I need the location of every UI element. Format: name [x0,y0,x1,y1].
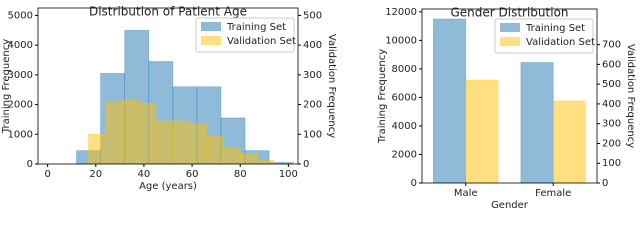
legend-label: Validation Set [227,36,296,47]
bar [239,153,258,165]
y-tick-label: 4000 [392,121,417,132]
y-tick-label: 0 [27,159,33,170]
y-tick-label: 0 [411,178,417,189]
y2-axis-label: Validation Frequency [326,34,337,138]
x-tick-label: 80 [234,169,247,180]
legend-label: Validation Set [526,37,595,48]
legend-label: Training Set [226,22,286,33]
y2-axis-label: Validation Frequency [625,44,636,148]
bar [121,99,140,165]
y-tick-label: 5000 [8,10,33,21]
y-tick-label: 3000 [8,70,33,81]
plot-frame [37,7,299,165]
bar [256,160,275,165]
y-tick-label: 2000 [8,100,33,111]
y2-tick-label: 400 [602,99,621,110]
legend-swatch [201,36,221,45]
plot-frame [421,8,598,184]
bar [520,62,554,184]
y2-tick-label: 0 [303,159,309,170]
bar [432,18,467,184]
figure: 0 20 40 60 80 1000100020003000400050000100200… [1,5,636,212]
y2-tick-label: 100 [602,158,621,169]
y2-tick-label: 0 [602,178,608,189]
x-tick-label: 40 [138,169,151,180]
bar [189,123,207,165]
legend-swatch [500,23,520,32]
x-tick-label: 20 [89,169,102,180]
legend-swatch [500,37,520,46]
y2-tick-label: 300 [303,70,322,81]
legend-label: Training Set [525,23,585,34]
x-tick-label: 0 [44,169,50,180]
bar [88,133,106,165]
y2-tick-label: 700 [602,40,621,51]
y2-tick-label: 200 [303,100,322,111]
y2-tick-label: 500 [303,10,322,21]
bar [172,120,191,165]
y2-tick-label: 600 [602,59,621,70]
x-axis-label: Age (years) [139,181,197,192]
bar [222,147,241,165]
y-tick-label: 1000 [8,129,33,140]
legend-swatch [201,22,221,31]
chart: Male Female 0 2000 4000 6000 8000 10000 12000 0 10… [377,6,636,212]
x-axis-label: Gender [491,200,529,211]
y-tick-label: 10000 [385,35,417,46]
chart-title: Distribution of Patient Age [89,5,247,19]
y2-tick-label: 500 [602,79,621,90]
y-tick-label: 4000 [8,40,33,51]
y2-tick-label: 400 [303,40,322,51]
page: {"chart_data": [ {"type": "histogram", "… [1,4,636,212]
chart: 0 20 40 60 80 1000100020003000400050000100200… [1,5,337,193]
x-tick-label: Male [454,188,478,199]
y-tick-label: 2000 [392,149,417,160]
y2-tick-label: 100 [303,129,322,140]
y-tick-label: 8000 [392,64,417,75]
bar [155,120,174,165]
chart-title: Gender Distribution [450,6,568,20]
y-tick-label: 12000 [385,7,417,18]
y-axis-label: Training Frequency [1,39,12,134]
bar [206,135,224,165]
bar [552,100,587,184]
x-tick-label: 60 [186,169,199,180]
x-tick-label: Female [535,188,571,199]
y-axis-label: Training Frequency [377,49,388,144]
bar [138,102,157,165]
bar [105,101,123,165]
bar [465,79,499,184]
y-tick-label: 6000 [392,92,417,103]
y2-tick-label: 200 [602,138,621,149]
x-tick-label: 100 [279,169,298,180]
y2-tick-label: 300 [602,119,621,130]
